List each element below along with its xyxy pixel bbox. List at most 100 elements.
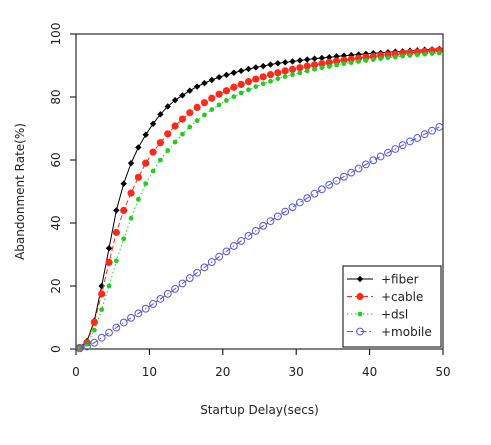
data-point <box>296 57 304 64</box>
data-point <box>237 67 245 75</box>
data-point <box>98 290 106 298</box>
data-point <box>149 148 157 156</box>
data-point <box>119 318 128 327</box>
data-point <box>282 74 288 79</box>
series-layer <box>75 45 444 353</box>
data-point <box>281 67 289 75</box>
data-point <box>334 62 339 68</box>
data-point <box>193 103 201 111</box>
data-point <box>185 274 194 283</box>
data-point <box>356 59 361 64</box>
data-point <box>376 152 385 161</box>
legend-marker <box>356 292 364 301</box>
data-point <box>90 338 99 347</box>
data-point <box>340 172 348 181</box>
data-point <box>245 65 252 73</box>
data-point <box>369 156 378 165</box>
data-point <box>244 232 253 240</box>
data-point <box>156 295 165 303</box>
data-point <box>259 221 268 230</box>
data-point <box>266 217 275 226</box>
y-tick-label: 0 <box>49 345 63 353</box>
data-point <box>134 309 143 318</box>
data-point <box>150 168 156 174</box>
data-point <box>253 84 259 90</box>
data-point <box>171 284 179 293</box>
data-point <box>180 131 185 137</box>
data-point <box>428 126 436 135</box>
data-point <box>319 65 325 71</box>
data-point <box>362 160 370 169</box>
data-point <box>384 148 392 157</box>
legend-entry: +cable <box>347 290 423 304</box>
data-point <box>141 304 150 313</box>
data-point <box>340 56 348 64</box>
data-point <box>288 65 297 73</box>
data-point <box>201 79 208 87</box>
data-point <box>202 112 207 118</box>
legend: +fiber +cable +dsl +mobile <box>342 265 442 348</box>
data-point <box>194 118 200 124</box>
data-point <box>75 344 84 353</box>
data-point <box>105 258 113 266</box>
data-point <box>134 173 142 181</box>
data-point <box>186 87 193 94</box>
data-point <box>400 53 406 59</box>
data-point <box>310 189 319 198</box>
data-point <box>244 77 253 86</box>
data-point <box>149 300 157 308</box>
data-point <box>332 176 341 185</box>
data-point <box>171 96 179 104</box>
data-point <box>385 55 391 61</box>
legend-entry: +fiber <box>347 273 419 287</box>
y-tick-label: 100 <box>49 23 63 46</box>
data-point <box>304 56 311 63</box>
data-point <box>105 245 113 252</box>
data-point <box>259 73 267 81</box>
legend-label: +cable <box>381 290 423 304</box>
data-point <box>354 164 363 173</box>
data-point <box>178 279 187 288</box>
data-point <box>142 159 150 167</box>
data-point <box>370 57 376 62</box>
data-point <box>208 94 216 102</box>
data-point <box>281 59 289 66</box>
data-point <box>347 168 356 177</box>
data-point <box>289 58 296 65</box>
legend-entry: +mobile <box>347 325 432 339</box>
data-point <box>326 54 333 61</box>
data-point <box>157 111 164 118</box>
data-point <box>193 83 201 90</box>
data-point <box>105 328 113 337</box>
y-axis: 0 20 40 60 80 100 <box>49 23 77 353</box>
legend-label: +dsl <box>381 308 408 322</box>
legend-marker <box>357 311 363 317</box>
data-point <box>391 145 400 153</box>
data-point <box>178 115 187 123</box>
data-point <box>230 69 238 76</box>
data-point <box>392 54 398 60</box>
data-point <box>246 87 251 93</box>
data-point <box>83 342 91 351</box>
data-point <box>268 78 273 84</box>
data-point <box>224 98 229 103</box>
data-point <box>90 318 98 326</box>
data-point <box>186 109 194 117</box>
data-point <box>295 198 304 207</box>
x-tick-label: 0 <box>72 365 80 379</box>
data-point <box>303 62 311 70</box>
data-point <box>127 189 135 197</box>
data-point <box>311 55 318 62</box>
data-point <box>156 139 165 147</box>
data-point <box>317 185 326 194</box>
data-point <box>128 215 134 221</box>
data-point <box>215 252 224 261</box>
series-mobile <box>75 123 444 353</box>
data-point <box>97 333 106 342</box>
data-point <box>164 103 171 110</box>
x-tick-label: 30 <box>289 365 304 379</box>
data-point <box>378 56 384 61</box>
data-point <box>163 289 172 298</box>
data-point <box>238 90 244 96</box>
data-point <box>200 99 209 107</box>
